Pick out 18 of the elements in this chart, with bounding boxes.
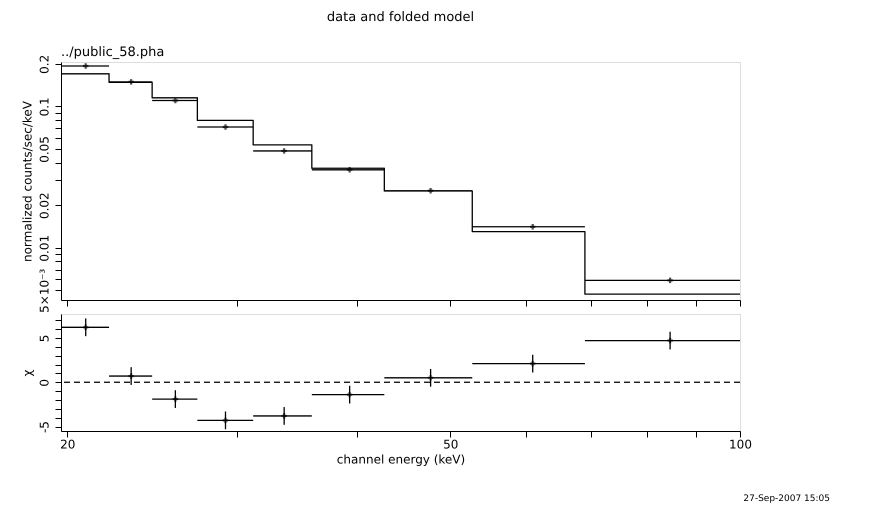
x-tick-label: 100 bbox=[729, 438, 752, 452]
x-axis-title: channel energy (keV) bbox=[336, 452, 466, 466]
y-tick-label: 5×10⁻³ bbox=[38, 268, 52, 313]
y-axis-title: normalized counts/sec/keV bbox=[20, 100, 34, 262]
y-axis-title: χ bbox=[20, 369, 34, 376]
y-tick-label: 0.2 bbox=[38, 54, 52, 74]
chart-title: data and folded model bbox=[326, 10, 474, 25]
chart-subtitle: ../public_58.pha bbox=[61, 45, 164, 60]
x-tick-label: 50 bbox=[443, 438, 458, 452]
y-tick-label: 5 bbox=[38, 334, 52, 342]
x-tick-label: 20 bbox=[60, 438, 76, 452]
y-tick-label: 0.01 bbox=[38, 234, 52, 262]
y-tick-label: -5 bbox=[38, 421, 52, 434]
y-tick-label: 0.02 bbox=[38, 192, 52, 220]
y-tick-label: 0 bbox=[38, 378, 52, 387]
y-tick-label: 0.1 bbox=[38, 97, 52, 116]
y-tick-label: 0.05 bbox=[38, 136, 52, 163]
text: 27-Sep-2007 15:05 bbox=[743, 494, 830, 504]
